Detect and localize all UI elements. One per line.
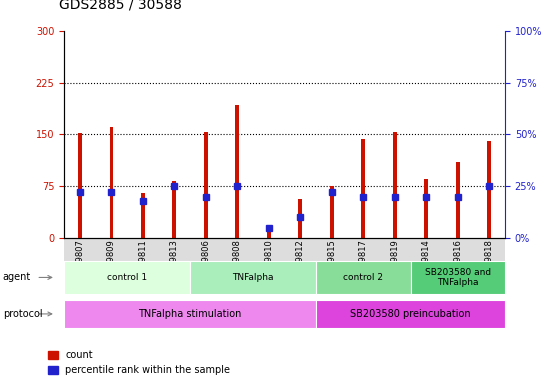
- Bar: [425, 179, 428, 238]
- Text: protocol: protocol: [3, 309, 42, 319]
- Text: control 2: control 2: [343, 273, 383, 282]
- Bar: [204, 132, 208, 238]
- Text: SB203580 preincubation: SB203580 preincubation: [350, 309, 471, 319]
- Bar: [172, 181, 176, 238]
- Bar: [267, 229, 271, 238]
- Text: agent: agent: [3, 272, 31, 283]
- Text: SB203580 and
TNFalpha: SB203580 and TNFalpha: [425, 268, 491, 287]
- Text: control 1: control 1: [107, 273, 147, 282]
- Text: TNFalpha: TNFalpha: [232, 273, 274, 282]
- Bar: [299, 199, 302, 238]
- Bar: [393, 132, 397, 238]
- Bar: [141, 193, 145, 238]
- Bar: [456, 162, 460, 238]
- Bar: [330, 186, 334, 238]
- Bar: [235, 105, 239, 238]
- Bar: [78, 133, 82, 238]
- Text: TNFalpha stimulation: TNFalpha stimulation: [138, 309, 242, 319]
- Legend: count, percentile rank within the sample: count, percentile rank within the sample: [44, 346, 234, 379]
- Text: GDS2885 / 30588: GDS2885 / 30588: [59, 0, 181, 12]
- Bar: [362, 139, 365, 238]
- Bar: [109, 127, 113, 238]
- Bar: [487, 141, 491, 238]
